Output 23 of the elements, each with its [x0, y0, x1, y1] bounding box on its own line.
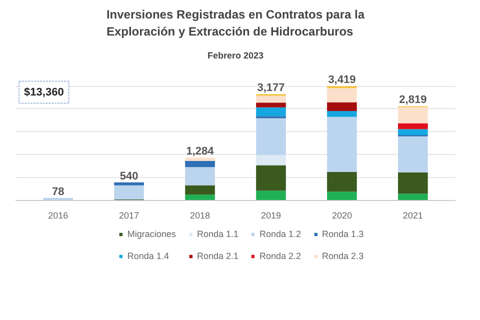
- chart-subtitle: Febrero 2023: [207, 50, 264, 60]
- legend-label: Ronda 1.2: [259, 228, 302, 240]
- annotation: 3,419: [328, 74, 356, 86]
- annotation: 540: [120, 170, 138, 182]
- legend-label: Ronda 2.3: [322, 250, 364, 262]
- x-tick-label: 2017: [119, 210, 140, 220]
- legend-label: Migraciones: [127, 228, 176, 240]
- x-tick-label: 2019: [260, 210, 282, 220]
- annotation: 3,177: [257, 82, 285, 94]
- x-tick-label: 2021: [402, 210, 423, 220]
- x-tick-label: 2016: [48, 210, 68, 220]
- x-tick-label: 2020: [332, 210, 352, 220]
- annotation: 2,819: [399, 94, 427, 106]
- chart-title: Inversiones Registradas en Contratos para la Exploración y Extracción de Hidrocarburos: [106, 8, 365, 38]
- legend-label: Ronda 1.4: [127, 250, 169, 262]
- legend-label: Ronda 2.2: [259, 250, 302, 262]
- legend-label: Ronda 2.1: [196, 250, 238, 262]
- legend-label: Ronda 1.1: [196, 228, 238, 240]
- annotation: 1,284: [186, 146, 215, 158]
- annotation: $13,360: [24, 86, 64, 98]
- x-tick-label: 2018: [190, 210, 210, 220]
- annotation: 78: [52, 186, 64, 198]
- legend-label: Ronda 1.3: [322, 228, 364, 240]
